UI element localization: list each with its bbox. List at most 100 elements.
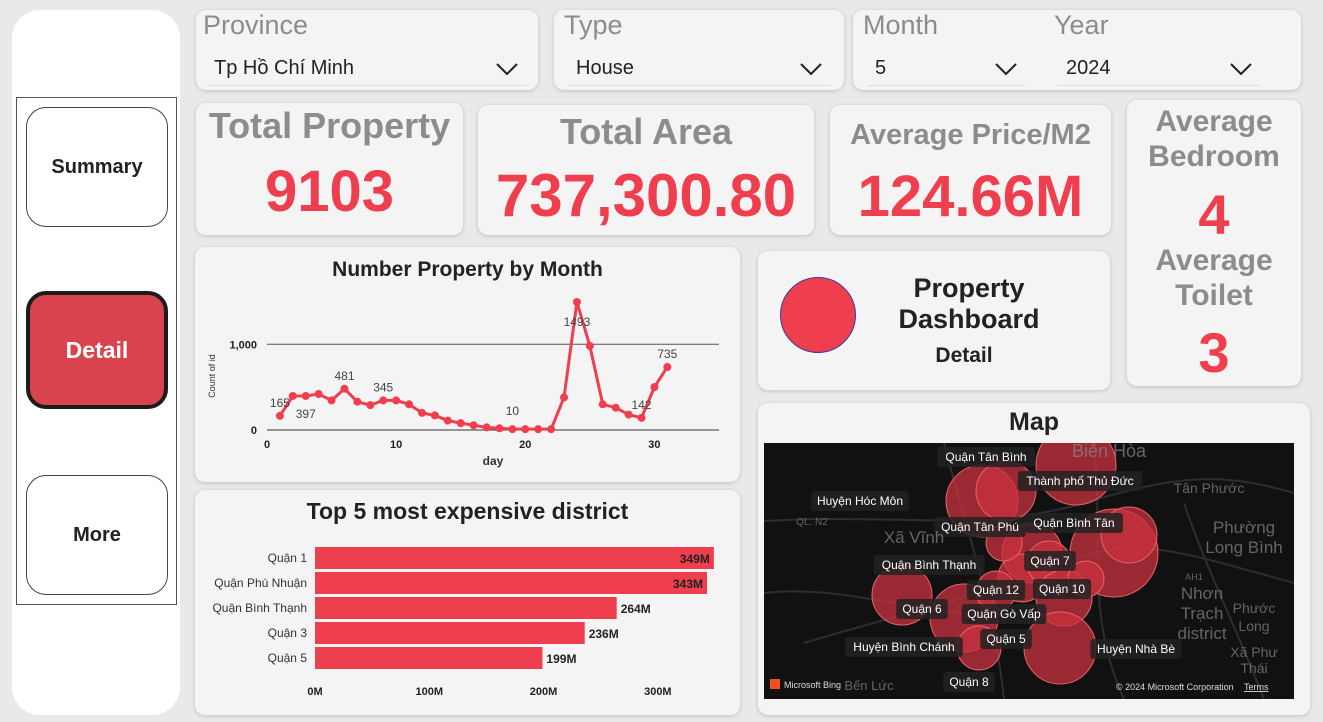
line-chart-point[interactable] [560,393,569,402]
map-district-label[interactable]: Quận 10 [1039,582,1085,596]
line-chart-point[interactable] [288,391,297,400]
bar-chart-title: Top 5 most expensive district [306,498,629,524]
avg-toilet-value: 3 [1198,321,1230,384]
chevron-down-icon [995,62,1017,75]
line-chart-data-label: 397 [296,407,316,421]
line-chart-title: Number Property by Month [332,258,603,281]
map-district-label[interactable]: Quận 5 [986,632,1026,646]
line-chart-point[interactable] [340,384,349,393]
line-chart-point[interactable] [547,425,556,434]
line-chart-x-tick: 30 [648,439,660,451]
province-select[interactable]: Tp Hồ Chí Minh [206,52,526,86]
line-chart-point[interactable] [663,362,672,371]
line-chart-point[interactable] [585,341,594,350]
map-district-label[interactable]: Quận 6 [902,602,942,616]
line-chart-series-line [278,300,669,431]
avg-toilet-label: Average Toilet [1127,243,1301,313]
line-chart-point[interactable] [624,410,633,419]
line-chart-point[interactable] [392,396,401,405]
summary-button[interactable]: Summary [26,107,168,227]
line-chart-point[interactable] [598,400,607,409]
more-button[interactable]: More [26,475,168,595]
map-district-label[interactable]: Huyện Bình Chánh [853,640,954,654]
line-chart-point[interactable] [405,400,414,409]
line-chart-x-tick: 20 [519,439,531,451]
line-chart-point[interactable] [456,419,465,428]
year-value: 2024 [1066,57,1111,79]
type-label: Type [564,10,623,40]
chevron-down-icon [800,62,822,75]
avg-bedroom-label-line1: Average [1155,105,1273,138]
map-district-label[interactable]: Quận 12 [973,583,1019,597]
bar-chart-value-label: 264M [621,602,651,616]
map-base-label: Long [1238,618,1269,634]
map-district-label[interactable]: Thành phố Thủ Đức [1026,474,1133,488]
map-label-box [845,637,963,657]
line-chart-point[interactable] [482,423,491,432]
line-chart-y-label: Count of id [207,354,217,398]
line-chart-point[interactable] [353,397,362,406]
map-district-label[interactable]: Huyện Hóc Môn [817,494,903,508]
line-chart-point[interactable] [301,391,310,400]
map-base-label: Biên Hòa [1072,443,1147,461]
line-chart-point[interactable] [495,424,504,433]
map-district-label[interactable]: Quận 8 [949,675,989,689]
map-district-label[interactable]: Quận Bình Thạnh [882,558,977,572]
line-chart-point[interactable] [521,425,530,434]
avg-bedroom-value: 4 [1198,183,1230,246]
province-label: Province [203,10,309,40]
bar-chart-x-tick: 300M [644,686,672,698]
line-chart-point[interactable] [366,401,375,410]
line-chart-point[interactable] [430,411,439,420]
line-chart-point[interactable] [417,408,426,417]
line-chart-point[interactable] [314,389,323,398]
map-terms-link[interactable]: Terms [1244,682,1269,692]
avg-toilet-label-line2: Toilet [1175,279,1253,312]
line-chart-point[interactable] [508,425,517,434]
line-chart-data-label: 1493 [564,315,591,329]
bar-chart-category-label: Quận 1 [268,551,308,565]
bar-chart-bar[interactable] [315,647,543,669]
line-chart-point[interactable] [443,416,452,425]
line-chart-point[interactable] [469,421,478,430]
line-chart-x-tick: 0 [264,439,270,451]
bar-chart-bar[interactable] [315,572,707,594]
map-label-box [1032,579,1092,599]
line-chart: 0 1,000 0 10 20 30 day Count of id 165 397 481 345 1… [207,298,719,468]
type-value: House [576,57,634,79]
month-select[interactable]: 5 [867,52,1025,86]
map-base-label: Bến Lức [844,678,894,693]
bar-chart-bar[interactable] [315,547,714,569]
map-district-label[interactable]: Quận Tân Bình [945,450,1026,464]
map-base-label: Phường [1213,518,1275,537]
year-select[interactable]: 2024 [1058,52,1260,86]
map-district-label[interactable]: Quận Bình Tân [1033,516,1114,530]
map-district-label[interactable]: Quận Tân Phú [941,520,1019,534]
line-chart-point[interactable] [534,425,543,434]
year-label: Year [1054,10,1109,40]
line-chart-point[interactable] [327,396,336,405]
bar-chart-value-label: 236M [589,627,619,641]
type-select[interactable]: House [568,52,830,86]
map-base-label: AH1 [1185,572,1203,582]
map-district-label[interactable]: Quận Gò Vấp [967,607,1041,621]
map-district-label[interactable]: Huyện Nhà Bè [1097,642,1175,656]
line-chart-point[interactable] [611,403,620,412]
map-base-label: QL. N2 [796,517,828,528]
map-base-label: Xã Vĩnh [884,528,945,547]
line-chart-point[interactable] [572,298,581,306]
map-district-label[interactable]: Quận 7 [1030,554,1070,568]
line-chart-point[interactable] [275,411,284,420]
line-chart-point[interactable] [637,413,646,422]
map-base-label: Long Bình [1205,538,1283,557]
type-filter-card: Type House [554,10,844,90]
province-value: Tp Hồ Chí Minh [214,57,355,79]
line-chart-point[interactable] [379,396,388,405]
avg-rooms-card: Average Bedroom 4 Average Toilet 3 [1127,100,1301,386]
bar-chart-bar[interactable] [315,622,585,644]
detail-button[interactable]: Detail [26,291,168,409]
bar-chart-bar[interactable] [315,597,617,619]
line-chart-point[interactable] [650,383,659,392]
